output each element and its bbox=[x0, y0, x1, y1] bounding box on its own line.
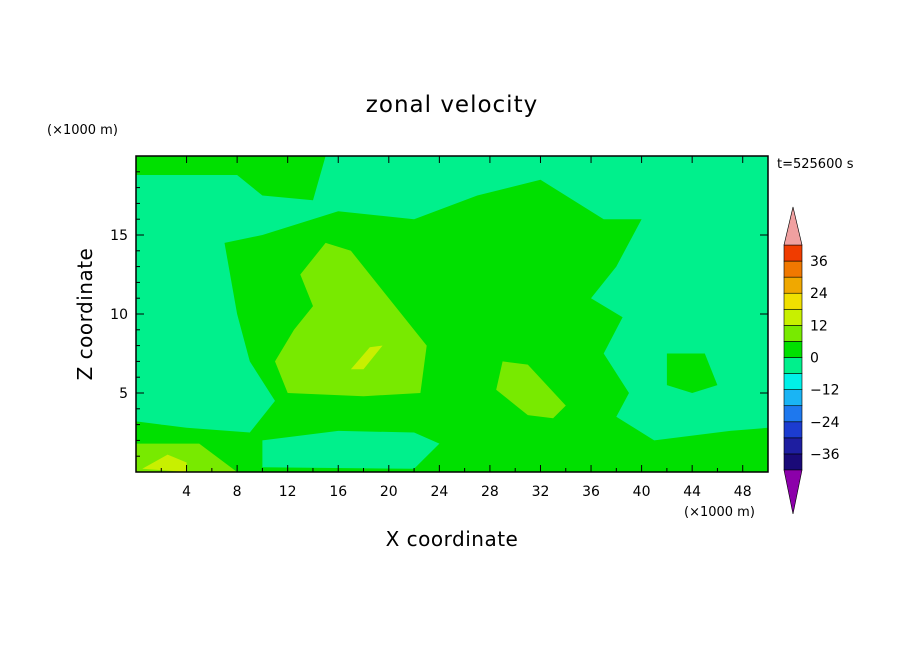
colorbar: 36 24 12 0 −12 −24 −36 bbox=[783, 206, 840, 515]
x-tick-label: 36 bbox=[582, 484, 600, 500]
x-tick-label: 44 bbox=[683, 484, 701, 500]
chart-title: zonal velocity bbox=[366, 92, 538, 118]
x-tick-label: 24 bbox=[430, 484, 448, 500]
contour-region-1 bbox=[136, 179, 768, 472]
colorbar-tick-label: 36 bbox=[810, 254, 828, 270]
contour-region-6 bbox=[275, 242, 427, 397]
contour-region-7 bbox=[496, 361, 566, 419]
colorbar-tick-label: 12 bbox=[810, 318, 828, 334]
contour-region-10 bbox=[142, 454, 187, 472]
x-tick-label: 20 bbox=[380, 484, 398, 500]
y-axis-label: Z coordinate bbox=[73, 248, 97, 381]
contour-region-5 bbox=[262, 430, 440, 469]
x-tick-label: 48 bbox=[734, 484, 752, 500]
x-tick-label: 28 bbox=[481, 484, 499, 500]
contour-region-0 bbox=[136, 156, 326, 201]
colorbar-segment bbox=[783, 276, 803, 294]
colorbar-over-arrow bbox=[783, 206, 803, 246]
y-tick-label: 15 bbox=[110, 228, 128, 244]
colorbar-tick-label: −24 bbox=[810, 415, 840, 431]
time-label: t=525600 s bbox=[777, 157, 854, 172]
x-tick-label: 16 bbox=[329, 484, 347, 500]
x-tick-label: 40 bbox=[633, 484, 651, 500]
x-tick-label: 32 bbox=[532, 484, 550, 500]
colorbar-tick-label: 0 bbox=[810, 351, 819, 367]
y-tick-label: 5 bbox=[119, 386, 128, 402]
x-tick-label: 4 bbox=[182, 484, 191, 500]
x-unit-label: (×1000 m) bbox=[684, 505, 755, 520]
contour-field bbox=[136, 156, 768, 472]
colorbar-segment bbox=[783, 373, 803, 390]
colorbar-segment bbox=[783, 325, 803, 342]
x-axis-ticks: 4 8 12 16 20 24 28 32 36 40 44 48 bbox=[160, 156, 752, 500]
contour-region-2 bbox=[666, 353, 718, 393]
colorbar-segment bbox=[783, 308, 803, 326]
colorbar-tick-label: −36 bbox=[810, 447, 840, 463]
colorbar-segment bbox=[783, 389, 803, 407]
colorbar-segment bbox=[783, 421, 803, 439]
colorbar-segment bbox=[783, 260, 803, 278]
colorbar-tick-label: −12 bbox=[810, 383, 840, 399]
colorbar-segment bbox=[783, 437, 803, 455]
colorbar-segment bbox=[783, 292, 803, 310]
colorbar-under-arrow bbox=[783, 469, 803, 515]
contour-region-9 bbox=[350, 345, 383, 370]
y-unit-label: (×1000 m) bbox=[47, 123, 118, 138]
y-axis-ticks: 5 10 15 bbox=[110, 171, 768, 457]
colorbar-tick-label: 24 bbox=[810, 286, 828, 302]
x-tick-label: 12 bbox=[279, 484, 297, 500]
colorbar-segment bbox=[783, 341, 803, 358]
colorbar-segment bbox=[783, 244, 803, 262]
x-tick-label: 8 bbox=[233, 484, 242, 500]
contour-region-4 bbox=[730, 242, 768, 401]
x-axis-label: X coordinate bbox=[386, 527, 519, 551]
colorbar-segment bbox=[783, 357, 803, 374]
colorbar-segment bbox=[783, 453, 803, 471]
contour-region-3 bbox=[136, 227, 238, 425]
y-tick-label: 10 bbox=[110, 307, 128, 323]
colorbar-segment bbox=[783, 405, 803, 423]
